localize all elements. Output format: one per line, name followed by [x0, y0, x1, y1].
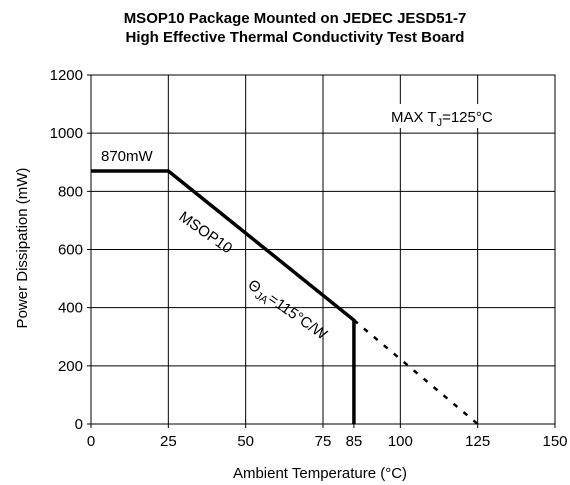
y-tick-label: 200	[58, 358, 83, 375]
max-label-background	[380, 104, 530, 128]
tick-labels: 0 25 50 75 85 100 125 150 0 200 400 600 800 1000 1200	[50, 67, 568, 450]
y-tick-label: 1000	[50, 125, 83, 142]
y-axis-label: Power Dissipation (mW)	[14, 168, 31, 329]
peak-label-background	[95, 143, 167, 165]
x-tick-label: 85	[346, 433, 363, 450]
derating-curve	[91, 169, 356, 424]
x-tick-label: 50	[237, 433, 254, 450]
max-tj-subscript: J	[437, 117, 443, 129]
theta-value: =115°C/W	[265, 290, 331, 343]
x-axis-label: Ambient Temperature (°C)	[233, 465, 407, 482]
x-tick-label: 75	[315, 433, 332, 450]
max-tj-label: MAX TJ=125°C	[391, 109, 493, 129]
y-tick-label: 600	[58, 242, 83, 259]
max-tj-value: =125°C	[442, 109, 493, 126]
x-tick-label: 125	[465, 433, 490, 450]
x-tick-label: 25	[160, 433, 177, 450]
theta-label: ΘJA=115°C/W	[243, 276, 331, 346]
x-tick-label: 100	[388, 433, 413, 450]
y-tick-label: 1200	[50, 67, 83, 84]
y-tick-label: 800	[58, 183, 83, 200]
x-tick-label: 150	[542, 433, 567, 450]
max-tj-prefix: MAX T	[391, 109, 437, 126]
chart-title: MSOP10 Package Mounted on JEDEC JESD51-7	[123, 10, 467, 27]
x-tick-label: 0	[87, 433, 95, 450]
chart-subtitle: High Effective Thermal Conductivity Test…	[125, 29, 465, 46]
y-tick-label: 400	[58, 300, 83, 317]
y-tick-label: 0	[75, 416, 83, 433]
derating-extension-line	[353, 319, 479, 425]
peak-power-label: 870mW	[101, 148, 154, 165]
series-lines	[91, 169, 479, 425]
theta-label-group: ΘJA=115°C/W	[243, 276, 331, 346]
